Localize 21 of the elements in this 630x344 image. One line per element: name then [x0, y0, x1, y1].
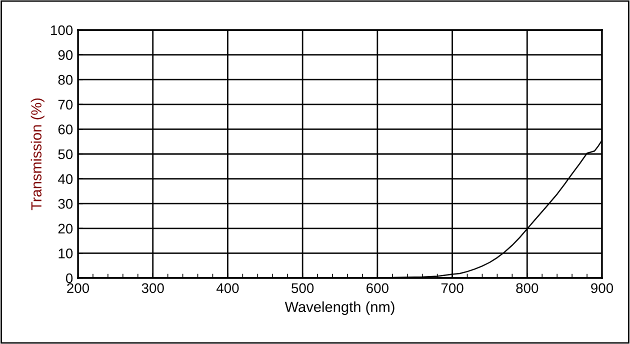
y-tick-label: 90 — [58, 50, 73, 60]
y-tick-label: 60 — [58, 124, 73, 134]
x-tick-label: 600 — [366, 283, 388, 294]
x-tick-label: 900 — [591, 283, 614, 294]
y-tick-label: 20 — [58, 224, 73, 234]
x-tick-label: 500 — [292, 283, 314, 294]
y-tick-label: 10 — [58, 248, 73, 258]
x-tick-label: 300 — [142, 283, 164, 294]
y-tick-label: 30 — [58, 198, 73, 209]
y-axis-title: Transmission (%) — [30, 98, 44, 210]
y-tick-label: 70 — [58, 100, 73, 110]
x-tick-label: 400 — [216, 283, 239, 294]
y-tick-label: 50 — [58, 149, 73, 160]
y-tick-label: 40 — [58, 174, 73, 184]
x-tick-label: 200 — [67, 283, 90, 294]
x-tick-label: 700 — [441, 283, 464, 294]
y-tick-label: 100 — [51, 25, 73, 36]
x-axis-title: Wavelength (nm) — [284, 301, 394, 315]
y-tick-label: 0 — [66, 273, 73, 284]
x-tick-label: 800 — [516, 283, 538, 294]
y-tick-label: 80 — [58, 74, 73, 85]
